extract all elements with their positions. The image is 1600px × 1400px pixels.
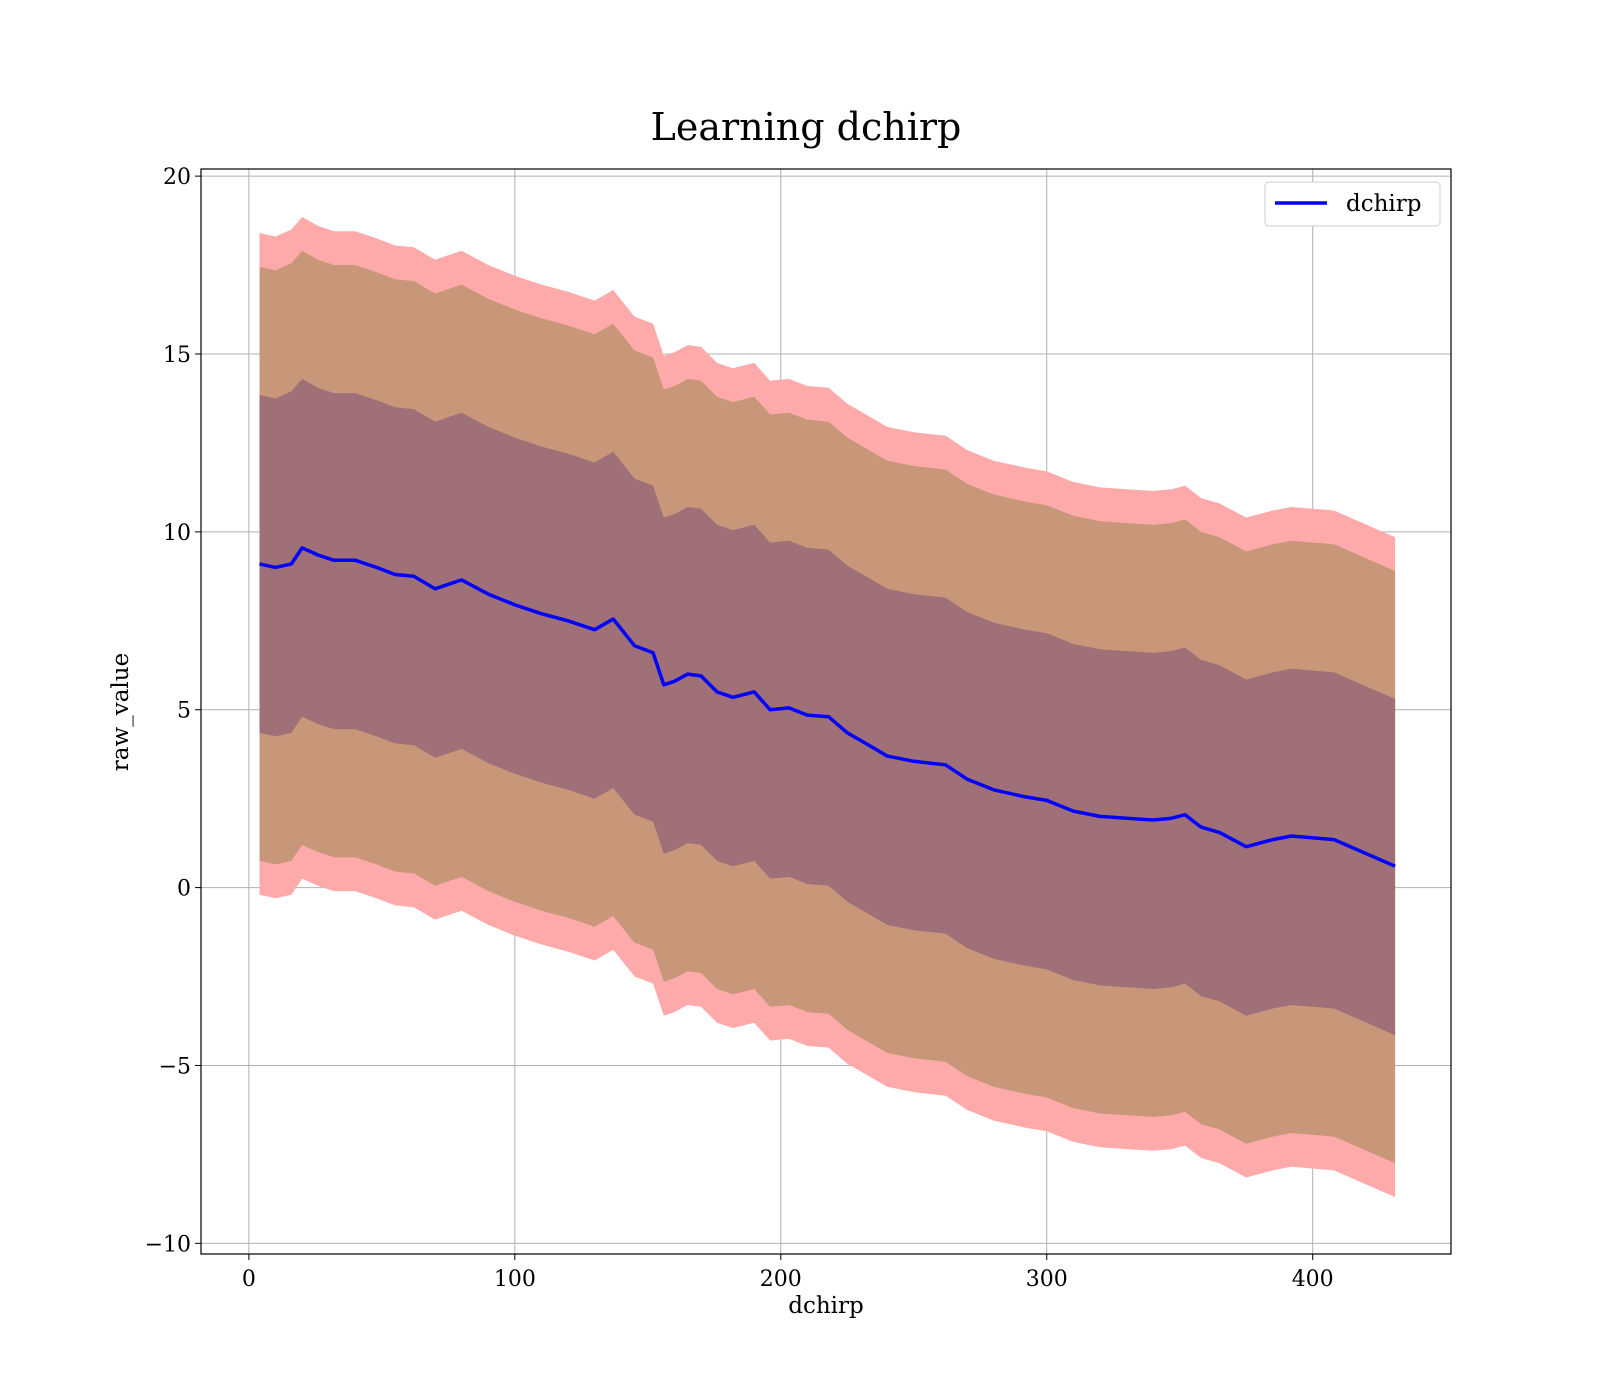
series-lines	[259, 546, 1396, 868]
x-tick-label: 400	[1292, 1267, 1334, 1292]
y-tick-label: 20	[163, 165, 191, 190]
plot-frame	[200, 168, 1452, 1255]
y-axis-label: raw_value	[108, 653, 134, 771]
y-tick-label: −10	[145, 1232, 191, 1257]
y-tick-label: 15	[163, 343, 191, 368]
x-tick-label: 100	[494, 1267, 536, 1292]
chart-title: Learning dchirp	[651, 105, 962, 149]
x-tick-label: 300	[1026, 1267, 1068, 1292]
y-tick-label: 5	[177, 699, 191, 724]
band-1-sigma	[259, 378, 1396, 1036]
y-tick-label: 10	[163, 521, 191, 546]
legend-entry: dchirp	[1346, 191, 1422, 217]
series-line-dchirp	[259, 546, 1396, 868]
y-tick-label: −5	[159, 1054, 191, 1079]
legend-box	[1264, 181, 1441, 227]
y-tick-label: 0	[177, 877, 191, 902]
axis-ticks: 0 100 200 300 400 −10 −5 0 5 10 15 20	[145, 165, 1334, 1292]
legend: dchirp	[1264, 181, 1441, 227]
confidence-bands	[259, 217, 1396, 1198]
x-tick-label: 200	[760, 1267, 802, 1292]
x-tick-label: 0	[242, 1267, 256, 1292]
x-axis-label: dchirp	[788, 1293, 864, 1319]
